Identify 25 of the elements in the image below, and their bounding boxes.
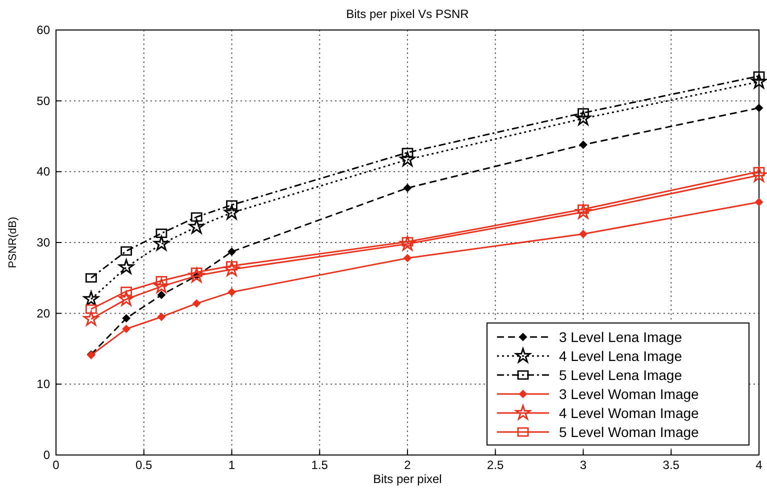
y-tick-label: 60: [36, 23, 50, 37]
y-tick-label: 50: [36, 94, 50, 108]
y-axis-title: PSNR(dB): [7, 216, 19, 268]
legend-label: 3 Level Woman Image: [559, 386, 700, 402]
legend-label: 3 Level Lena Image: [559, 329, 682, 345]
y-tick-label: 20: [36, 306, 50, 320]
x-tick-label: 0.5: [136, 458, 153, 472]
chart-title: Bits per pixel Vs PSNR: [346, 7, 470, 21]
y-tick-label: 10: [36, 377, 50, 392]
legend-label: 5 Level Woman Image: [559, 424, 700, 440]
x-tick-label: 0: [52, 458, 60, 472]
y-tick-label: 0: [43, 448, 50, 462]
x-tick-label: 2: [404, 458, 412, 472]
x-tick-label: 1.5: [311, 458, 328, 472]
x-tick-label: 3.5: [662, 458, 680, 472]
legend-label: 4 Level Lena Image: [559, 348, 682, 364]
legend-label: 5 Level Lena Image: [559, 367, 682, 383]
y-tick-label: 30: [36, 236, 50, 250]
x-tick-label: 1: [228, 458, 236, 472]
y-tick-label: 40: [36, 164, 50, 179]
x-tick-label: 4: [756, 458, 763, 472]
x-tick-label: 3: [580, 458, 587, 472]
legend-label: 4 Level Woman Image: [559, 405, 700, 421]
x-axis-title: Bits per pixel: [373, 472, 442, 486]
x-tick-label: 2.5: [487, 458, 504, 472]
